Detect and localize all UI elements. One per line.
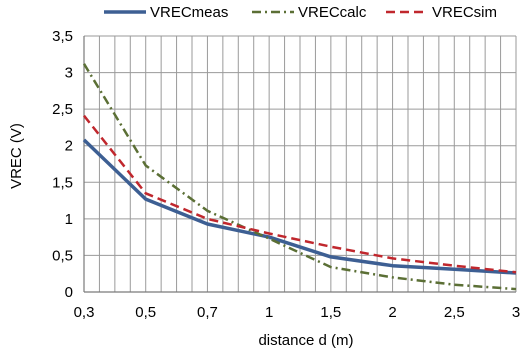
legend-label-VRECmeas: VRECmeas [150,4,228,21]
y-tick-label: 3 [65,65,73,82]
x-tick-labels: 0,3 0,5 0,7 1 1,5 2 2,5 3 [74,304,521,321]
plot-grid [83,35,517,293]
legend-label-VRECcalc: VRECcalc [298,4,367,21]
y-tick-label: 1 [65,211,73,228]
plot-axes [83,36,516,293]
y-tick-label: 0 [65,284,73,301]
y-tick-label: 2 [65,138,73,155]
plot-series [82,63,517,291]
x-tick-label: 0,5 [135,304,156,321]
x-tick-label: 0,3 [74,304,95,321]
legend: VRECmeas VRECcalc VRECsim [104,4,497,21]
x-tick-label: 0,7 [197,304,218,321]
y-axis-title: VREC (V) [8,123,25,189]
series-line-VRECmeas [82,138,517,275]
series-line-VRECsim [83,114,517,274]
x-tick-label: 1,5 [320,304,341,321]
legend-label-VRECsim: VRECsim [432,4,497,21]
y-tick-label: 3,5 [52,28,73,45]
y-tick-label: 1,5 [52,174,73,191]
y-tick-label: 0,5 [52,247,73,264]
x-axis-title: distance d (m) [258,332,353,349]
x-tick-label: 1 [265,304,273,321]
x-tick-label: 2 [388,304,396,321]
y-tick-labels: 0 0,5 1 1,5 2 2,5 3 3,5 [52,28,73,301]
series-line-VRECcalc [82,63,517,291]
y-tick-label: 2,5 [52,101,73,118]
x-tick-label: 3 [512,304,520,321]
x-tick-label: 2,5 [444,304,465,321]
